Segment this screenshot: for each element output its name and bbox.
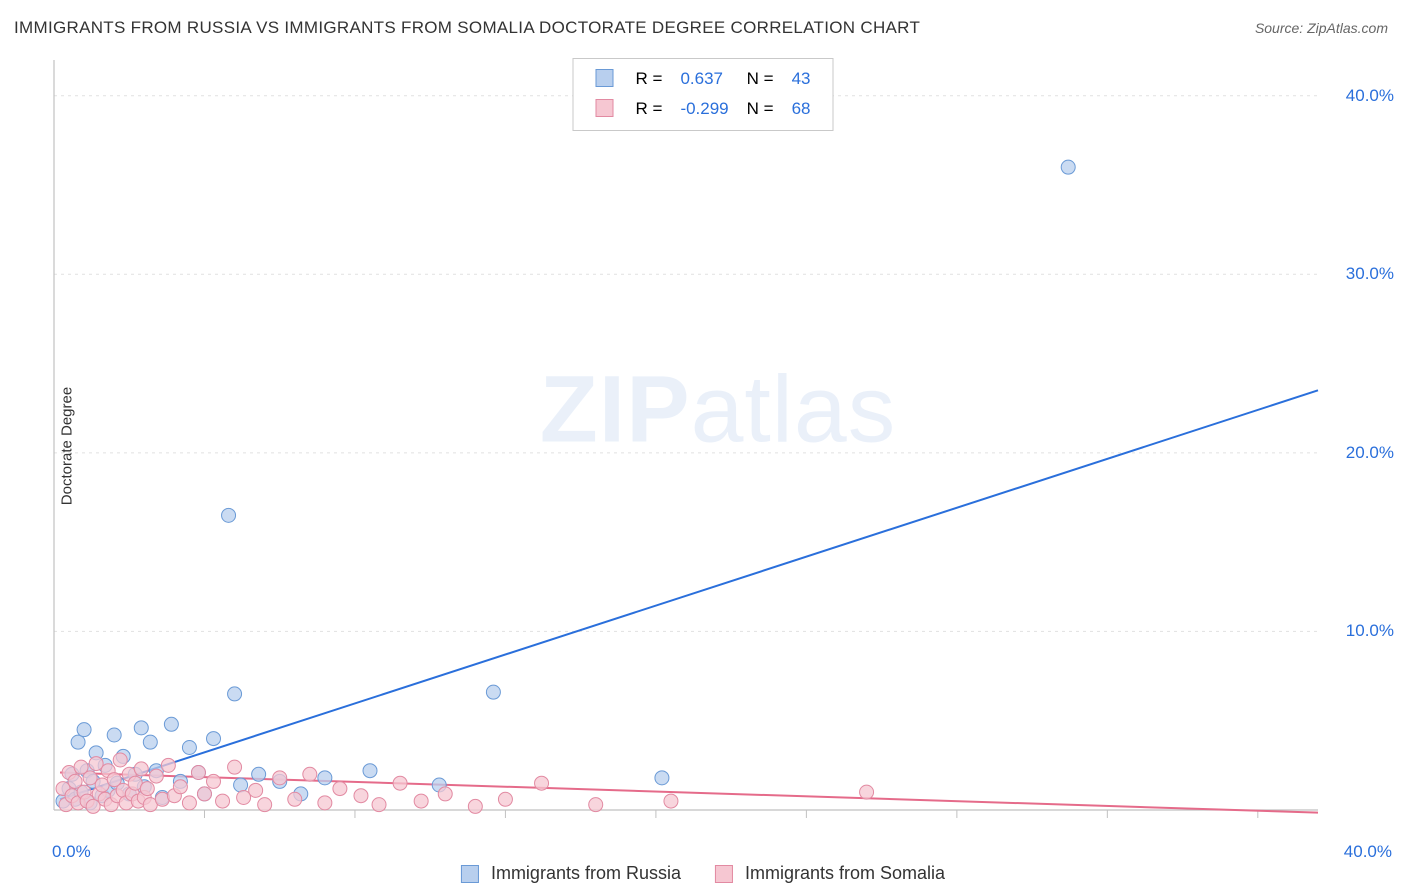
y-tick-label: 20.0% <box>1346 443 1394 463</box>
swatch-icon <box>596 99 614 117</box>
legend-item-somalia: Immigrants from Somalia <box>715 863 945 884</box>
legend-label: Immigrants from Russia <box>491 863 681 884</box>
x-tick-min: 0.0% <box>52 842 91 862</box>
legend-row-russia: R =0.637 N =43 <box>588 65 819 93</box>
swatch-icon <box>715 865 733 883</box>
chart-title: IMMIGRANTS FROM RUSSIA VS IMMIGRANTS FRO… <box>14 18 920 38</box>
plot-area: ZIPatlas <box>48 50 1388 850</box>
legend-row-somalia: R =-0.299 N =68 <box>588 95 819 123</box>
legend-item-russia: Immigrants from Russia <box>461 863 681 884</box>
x-tick-max: 40.0% <box>1344 842 1392 862</box>
chart-svg <box>48 50 1388 850</box>
correlation-legend: R =0.637 N =43 R =-0.299 N =68 <box>573 58 834 131</box>
swatch-icon <box>596 69 614 87</box>
swatch-icon <box>461 865 479 883</box>
legend-label: Immigrants from Somalia <box>745 863 945 884</box>
y-tick-label: 30.0% <box>1346 264 1394 284</box>
source-attribution: Source: ZipAtlas.com <box>1255 20 1388 36</box>
y-tick-label: 10.0% <box>1346 621 1394 641</box>
series-legend: Immigrants from Russia Immigrants from S… <box>461 863 945 884</box>
y-tick-label: 40.0% <box>1346 86 1394 106</box>
